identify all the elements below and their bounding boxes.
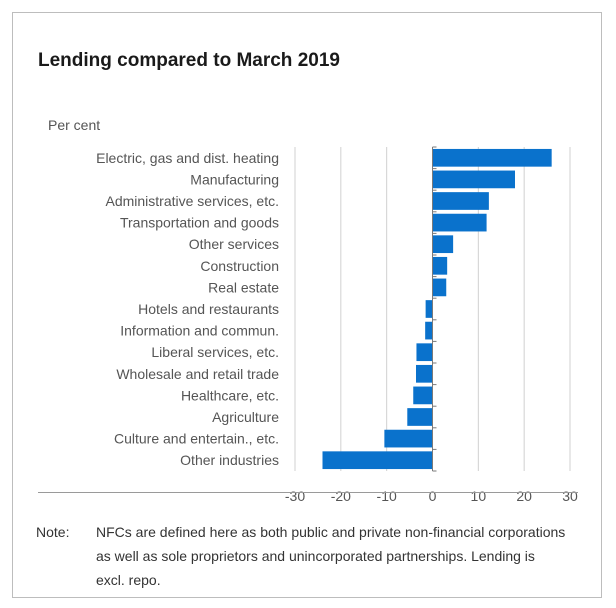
y-axis-unit-label: Per cent [48,117,101,133]
category-label: Manufacturing [190,171,279,187]
bar [432,213,487,232]
bar [322,451,433,470]
bar [432,148,552,167]
note-label: Note: [36,524,70,540]
category-label: Electric, gas and dist. heating [96,150,279,166]
chart-title: Lending compared to March 2019 [38,50,340,71]
x-tick-label: -10 [377,488,397,504]
x-tick-label: -30 [285,488,305,504]
category-label: Other services [189,236,279,252]
category-label: Culture and entertain., etc. [114,431,279,447]
x-tick-label: 10 [471,488,487,504]
bar [425,300,433,318]
bar [416,343,433,362]
category-label: Real estate [208,279,279,295]
x-tick-label: 30 [562,488,578,504]
x-tick-label: -20 [331,488,351,504]
bar [407,408,433,426]
x-tick-label: 20 [516,488,532,504]
note-divider [38,492,578,493]
category-label: Agriculture [212,409,279,425]
category-label: Transportation and goods [120,215,279,231]
category-label: Construction [200,258,279,274]
bar [432,256,448,275]
bar [432,192,489,210]
category-label: Administrative services, etc. [106,193,280,209]
bar [432,278,447,297]
bar [413,386,433,405]
bar [425,321,433,340]
chart-frame [12,12,602,598]
note-text: NFCs are defined here as both public and… [96,524,566,588]
bar [384,429,433,448]
category-label: Wholesale and retail trade [116,366,279,382]
bar [416,364,433,383]
bar [432,235,454,254]
bar [432,170,515,189]
category-label: Information and commun. [120,323,279,339]
x-tick-label: 0 [429,488,437,504]
category-label: Other industries [180,452,279,468]
category-label: Healthcare, etc. [181,387,279,403]
category-label: Hotels and restaurants [138,301,279,317]
category-label: Liberal services, etc. [151,344,279,360]
